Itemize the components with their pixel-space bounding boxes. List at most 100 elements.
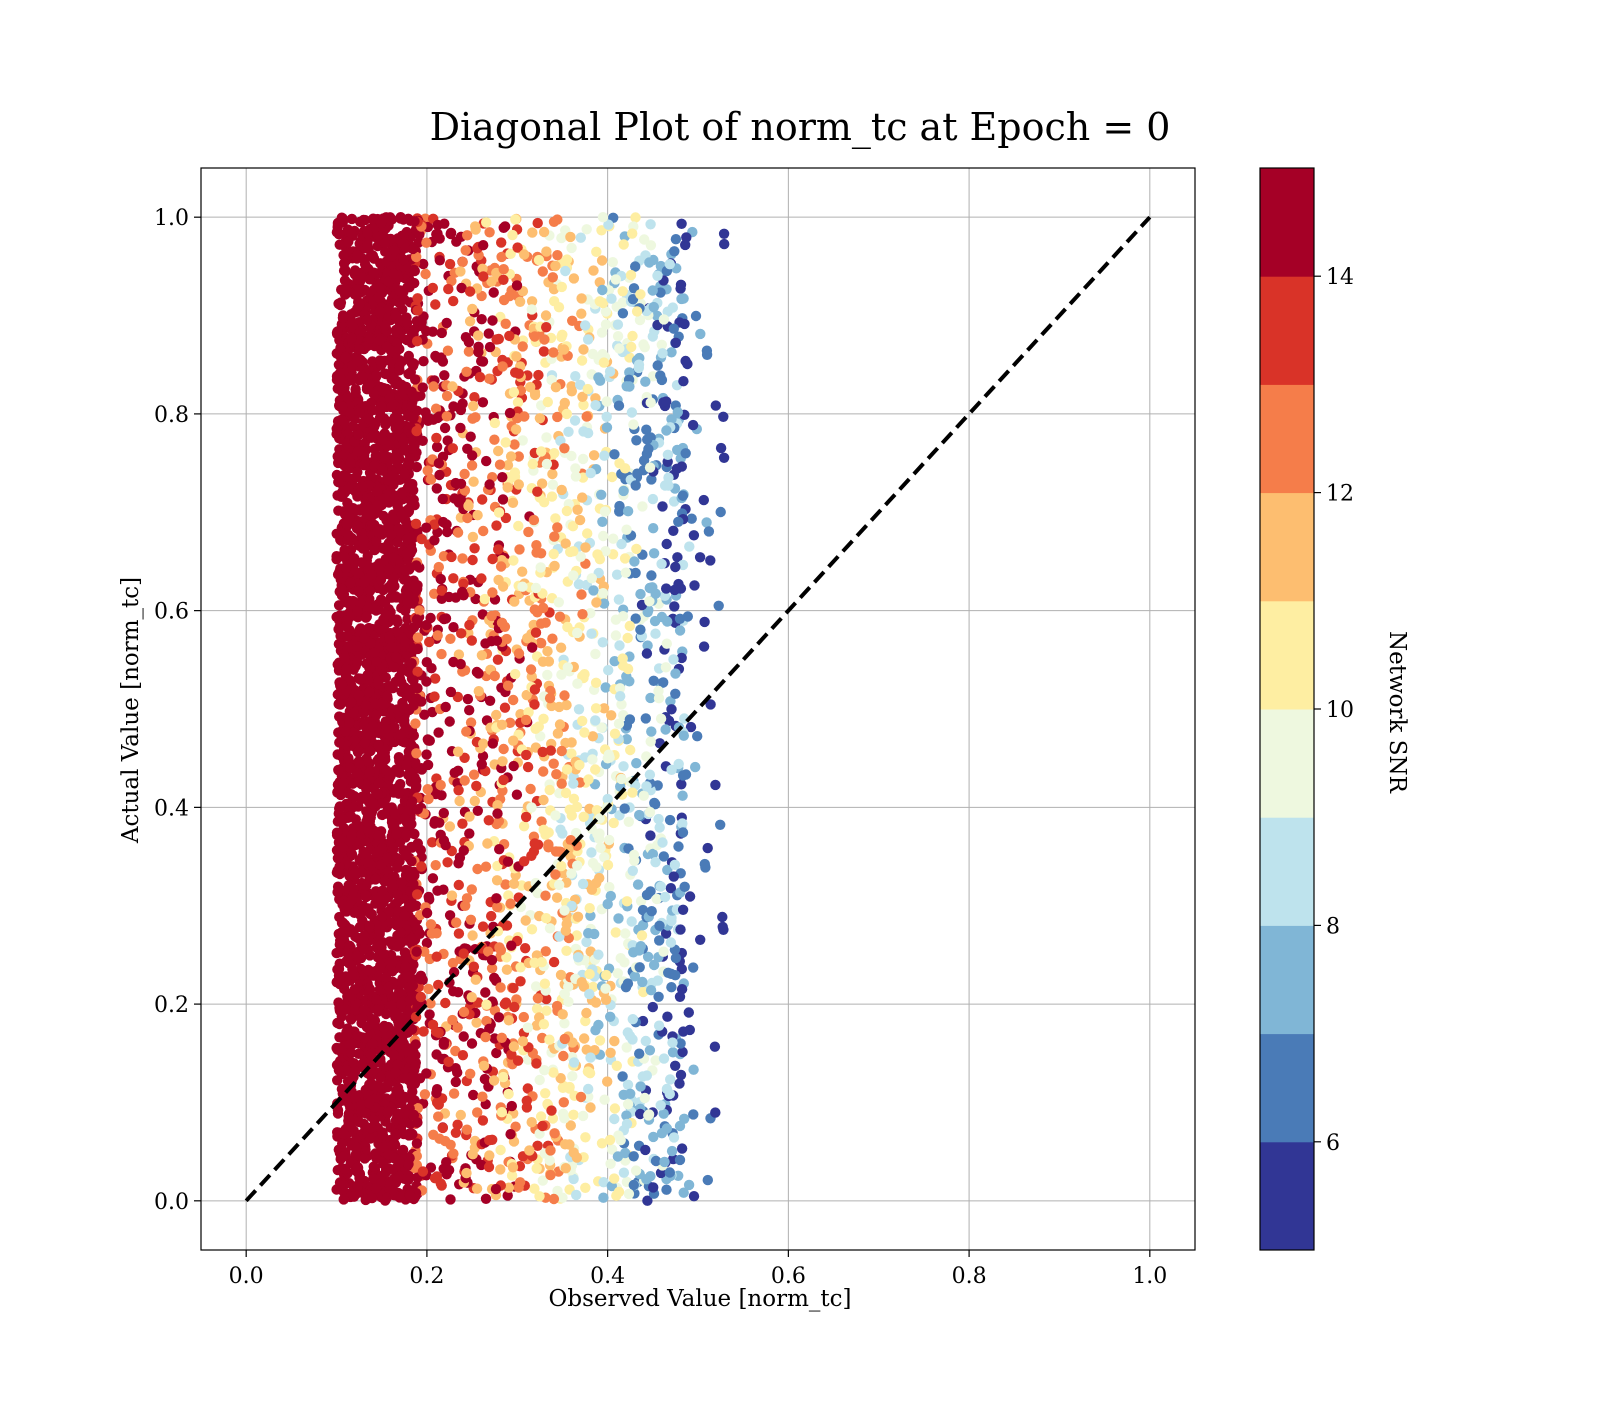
data-point bbox=[504, 331, 514, 341]
data-point bbox=[637, 501, 647, 511]
data-point bbox=[450, 768, 460, 778]
data-point bbox=[359, 1005, 369, 1015]
data-point bbox=[681, 448, 691, 458]
data-point bbox=[666, 704, 676, 714]
data-point bbox=[333, 569, 343, 579]
data-point bbox=[503, 681, 513, 691]
data-point bbox=[334, 711, 344, 721]
data-point bbox=[384, 681, 394, 691]
data-point bbox=[545, 1145, 555, 1155]
data-point bbox=[581, 1008, 591, 1018]
data-point bbox=[358, 535, 368, 545]
data-point bbox=[448, 443, 458, 453]
data-point bbox=[659, 314, 669, 324]
data-point bbox=[372, 487, 382, 497]
data-point bbox=[558, 1083, 568, 1093]
data-point bbox=[666, 982, 676, 992]
data-point bbox=[541, 246, 551, 256]
data-point bbox=[438, 494, 448, 504]
data-point bbox=[420, 269, 430, 279]
data-point bbox=[464, 828, 474, 838]
data-point bbox=[640, 1093, 650, 1103]
data-point bbox=[412, 947, 422, 957]
data-point bbox=[468, 477, 478, 487]
data-point bbox=[359, 720, 369, 730]
data-point bbox=[332, 1018, 342, 1028]
data-point bbox=[561, 946, 571, 956]
data-point bbox=[536, 562, 546, 572]
data-point bbox=[549, 549, 559, 559]
data-point bbox=[413, 632, 423, 642]
data-point bbox=[349, 708, 359, 718]
data-point bbox=[402, 548, 412, 558]
data-point bbox=[549, 1194, 559, 1204]
data-point bbox=[334, 737, 344, 747]
data-point bbox=[714, 601, 724, 611]
data-point bbox=[512, 280, 522, 290]
data-point bbox=[573, 912, 583, 922]
data-point bbox=[378, 1131, 388, 1141]
data-point bbox=[350, 384, 360, 394]
data-point bbox=[462, 513, 472, 523]
data-point bbox=[631, 1165, 641, 1175]
data-point bbox=[648, 1002, 658, 1012]
data-point bbox=[547, 491, 557, 501]
data-point bbox=[467, 635, 477, 645]
data-point bbox=[539, 227, 549, 237]
data-point bbox=[665, 1074, 675, 1084]
data-point bbox=[648, 1182, 658, 1192]
data-point bbox=[442, 391, 452, 401]
data-point bbox=[352, 250, 362, 260]
data-point bbox=[499, 264, 509, 274]
data-point bbox=[380, 451, 390, 461]
data-point bbox=[669, 324, 679, 334]
data-point bbox=[703, 1175, 713, 1185]
data-point bbox=[472, 510, 482, 520]
data-point bbox=[402, 282, 412, 292]
data-point bbox=[337, 1138, 347, 1148]
data-point bbox=[649, 302, 659, 312]
data-point bbox=[530, 604, 540, 614]
data-point bbox=[440, 423, 450, 433]
data-point bbox=[332, 328, 342, 338]
data-point bbox=[478, 240, 488, 250]
data-point bbox=[577, 492, 587, 502]
data-point bbox=[339, 1129, 349, 1139]
data-point bbox=[558, 1051, 568, 1061]
data-point bbox=[389, 808, 399, 818]
data-point bbox=[456, 1110, 466, 1120]
data-point bbox=[645, 462, 655, 472]
data-point bbox=[489, 1075, 499, 1085]
data-point bbox=[568, 570, 578, 580]
data-point bbox=[343, 1111, 353, 1121]
data-point bbox=[627, 331, 637, 341]
data-point bbox=[627, 407, 637, 417]
data-point bbox=[459, 469, 469, 479]
data-point bbox=[674, 1078, 684, 1088]
data-point bbox=[411, 426, 421, 436]
data-point bbox=[545, 1155, 555, 1165]
data-point bbox=[589, 450, 599, 460]
data-point bbox=[527, 642, 537, 652]
data-point bbox=[471, 781, 481, 791]
data-point bbox=[487, 315, 497, 325]
data-point bbox=[653, 360, 663, 370]
data-point bbox=[556, 861, 566, 871]
data-point bbox=[582, 528, 592, 538]
data-point bbox=[442, 857, 452, 867]
data-point bbox=[468, 1090, 478, 1100]
data-point bbox=[573, 952, 583, 962]
data-point bbox=[430, 299, 440, 309]
data-point bbox=[520, 943, 530, 953]
data-point bbox=[599, 1095, 609, 1105]
data-point bbox=[401, 566, 411, 576]
data-point bbox=[559, 443, 569, 453]
data-point bbox=[514, 648, 524, 658]
data-point bbox=[400, 947, 410, 957]
data-point bbox=[599, 357, 609, 367]
data-point bbox=[495, 1145, 505, 1155]
data-point bbox=[410, 718, 420, 728]
data-point bbox=[679, 1114, 689, 1124]
data-point bbox=[614, 343, 624, 353]
data-point bbox=[332, 470, 342, 480]
